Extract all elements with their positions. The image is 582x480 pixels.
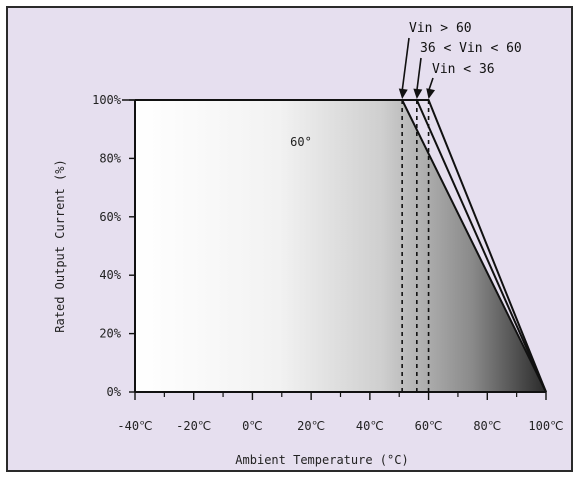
- annotation-arrow-line-3: [427, 77, 434, 92]
- x-tick-label-7: 100℃: [528, 419, 563, 433]
- annotation-3: Vin < 36: [432, 62, 495, 77]
- axes: [122, 99, 547, 400]
- y-tick-label-4: 80%: [99, 151, 121, 165]
- y-tick-label-3: 60%: [99, 210, 121, 224]
- annotation-2: 36 < Vin < 60: [420, 41, 522, 56]
- x-axis-title: Ambient Temperature (°C): [235, 453, 408, 467]
- annotations: Vin > 60 36 < Vin < 60 Vin < 36: [398, 21, 522, 99]
- annotation-arrow-head-3: [426, 88, 436, 99]
- x-tick-label-2: 0℃: [242, 419, 263, 433]
- shaded-area: [135, 100, 546, 392]
- y-tick-label-5: 100%: [92, 93, 122, 107]
- y-tick-label-2: 40%: [99, 268, 121, 282]
- y-tick-label-0: 0%: [107, 385, 122, 399]
- annotation-arrow-head-1: [398, 88, 408, 99]
- x-tick-label-1: -20℃: [176, 419, 211, 433]
- annotation-arrow-line-2: [416, 57, 422, 92]
- annotation-1: Vin > 60: [409, 21, 472, 36]
- annotation-arrow-head-2: [413, 88, 423, 99]
- y-tick-label-1: 20%: [99, 327, 121, 341]
- x-tick-label-0: -40℃: [117, 419, 152, 433]
- x-tick-label-5: 60℃: [415, 419, 443, 433]
- x-tick-label-4: 40℃: [356, 419, 384, 433]
- derating-area: [135, 100, 546, 392]
- tick-labels: -40℃ -20℃ 0℃ 20℃ 40℃ 60℃ 80℃ 100℃ 0% 20% 40% 60% 80%…: [92, 93, 563, 433]
- region-label: 60°: [290, 135, 312, 149]
- series-lines: [135, 99, 547, 393]
- annotation-arrow-line-1: [401, 37, 410, 92]
- y-axis-title: Rated Output Current (%): [53, 159, 67, 332]
- x-tick-label-3: 20℃: [297, 419, 325, 433]
- x-tick-label-6: 80℃: [473, 419, 501, 433]
